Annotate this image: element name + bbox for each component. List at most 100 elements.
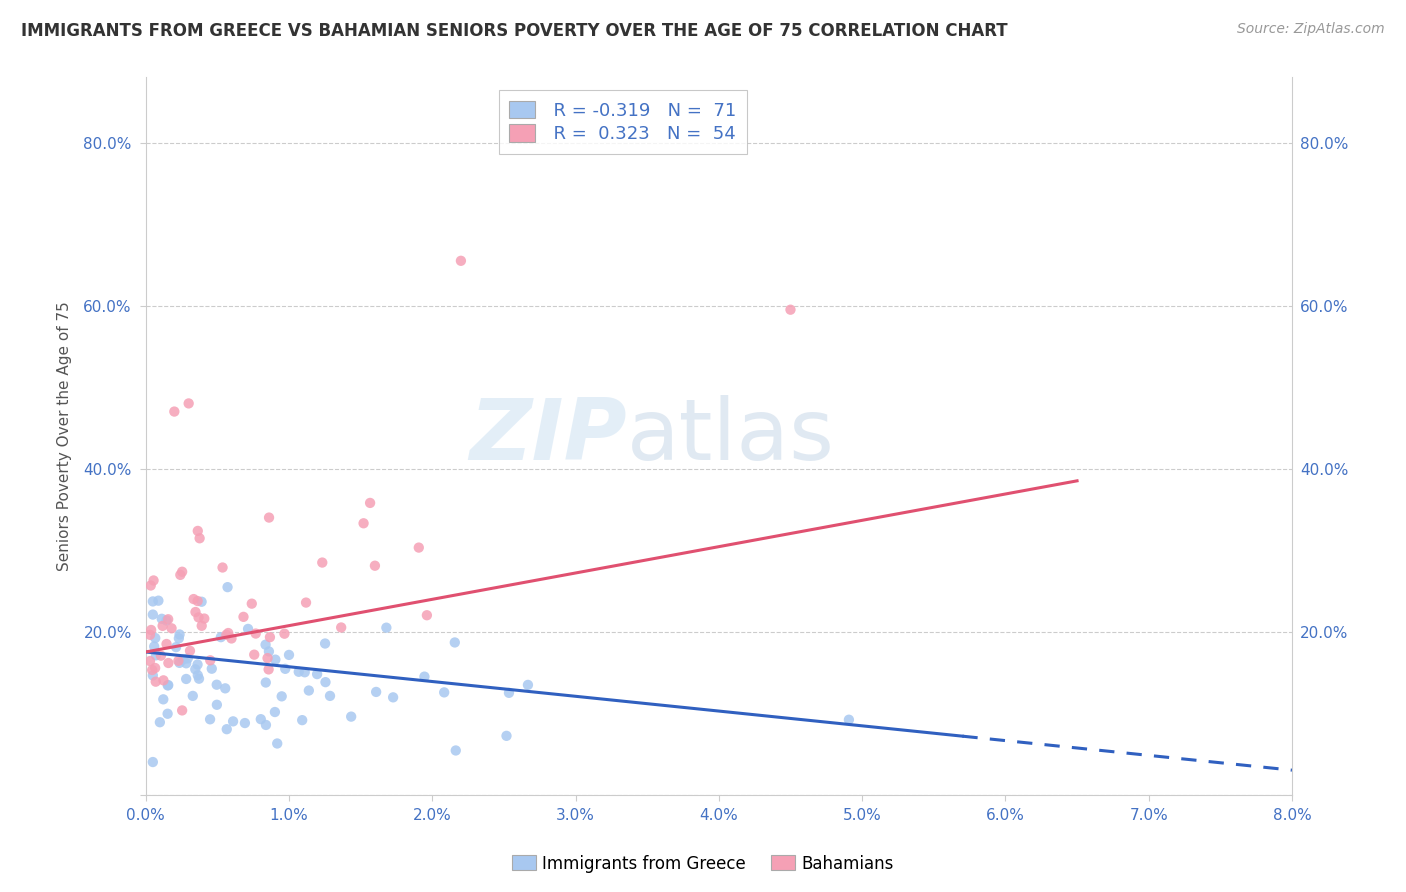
Point [287, 665, 309, 679]
Point [174, 672, 197, 686]
Legend: Immigrants from Greece, Bahamians: Immigrants from Greece, Bahamians [506, 848, 900, 880]
Point [184, 605, 207, 619]
Point [516, 678, 538, 692]
Point [264, 652, 287, 666]
Point [211, 560, 233, 574]
Point [295, 596, 318, 610]
Point [266, 737, 288, 751]
Point [179, 644, 201, 658]
Point [188, 672, 211, 686]
Point [150, 612, 173, 626]
Point [177, 651, 200, 665]
Point [155, 614, 177, 628]
Text: ZIP: ZIP [470, 394, 627, 477]
Point [152, 673, 174, 688]
Point [209, 630, 232, 644]
Point [274, 662, 297, 676]
Point [257, 510, 280, 524]
Point [149, 715, 172, 730]
Point [139, 623, 162, 637]
Text: IMMIGRANTS FROM GREECE VS BAHAMIAN SENIORS POVERTY OVER THE AGE OF 75 CORRELATIO: IMMIGRANTS FROM GREECE VS BAHAMIAN SENIO… [21, 22, 1008, 40]
Point [217, 580, 239, 594]
Point [142, 574, 165, 588]
Point [139, 578, 162, 592]
Point [184, 662, 207, 676]
Point [257, 662, 280, 676]
Point [215, 628, 238, 642]
Point [167, 654, 190, 668]
Point [314, 636, 336, 650]
Point [149, 648, 172, 663]
Point [200, 653, 222, 667]
Point [221, 632, 243, 646]
Text: atlas: atlas [627, 394, 835, 477]
Point [156, 678, 179, 692]
Point [249, 712, 271, 726]
Point [145, 674, 167, 689]
Point [167, 632, 190, 646]
Point [155, 637, 177, 651]
Point [172, 565, 194, 579]
Point [156, 706, 179, 721]
Point [141, 663, 163, 677]
Point [243, 648, 266, 662]
Point [174, 657, 197, 671]
Point [254, 718, 277, 732]
Point [330, 620, 353, 634]
Point [152, 692, 174, 706]
Point [364, 558, 387, 573]
Point [183, 592, 205, 607]
Point [245, 626, 267, 640]
Point [165, 640, 187, 654]
Point [240, 597, 263, 611]
Point [270, 690, 292, 704]
Point [413, 670, 436, 684]
Point [214, 681, 236, 696]
Point [187, 668, 209, 682]
Point [217, 626, 239, 640]
Point [408, 541, 430, 555]
Point [254, 675, 277, 690]
Point [359, 496, 381, 510]
Point [443, 635, 465, 649]
Point [172, 703, 194, 717]
Point [254, 638, 277, 652]
Point [256, 651, 278, 665]
Point [157, 656, 180, 670]
Point [314, 675, 336, 690]
Point [152, 619, 174, 633]
Point [340, 709, 363, 723]
Point [142, 755, 165, 769]
Point [278, 648, 301, 662]
Text: Source: ZipAtlas.com: Source: ZipAtlas.com [1237, 22, 1385, 37]
Point [232, 610, 254, 624]
Point [163, 404, 186, 418]
Point [375, 621, 398, 635]
Point [215, 722, 238, 736]
Point [139, 654, 162, 668]
Point [143, 661, 166, 675]
Point [259, 630, 281, 644]
Point [366, 685, 388, 699]
Point [307, 667, 329, 681]
Point [177, 396, 200, 410]
Point [444, 743, 467, 757]
Point [294, 665, 316, 680]
Point [236, 622, 259, 636]
Point [169, 656, 191, 670]
Point [264, 705, 287, 719]
Point [142, 607, 165, 622]
Point [838, 713, 860, 727]
Point [450, 253, 472, 268]
Point [433, 685, 456, 699]
Point [353, 516, 375, 531]
Point [142, 668, 165, 682]
Point [298, 683, 321, 698]
Point [233, 716, 256, 731]
Point [205, 698, 228, 712]
Point [201, 662, 224, 676]
Point [190, 595, 212, 609]
Point [257, 644, 280, 658]
Point [273, 626, 295, 640]
Point [222, 714, 245, 729]
